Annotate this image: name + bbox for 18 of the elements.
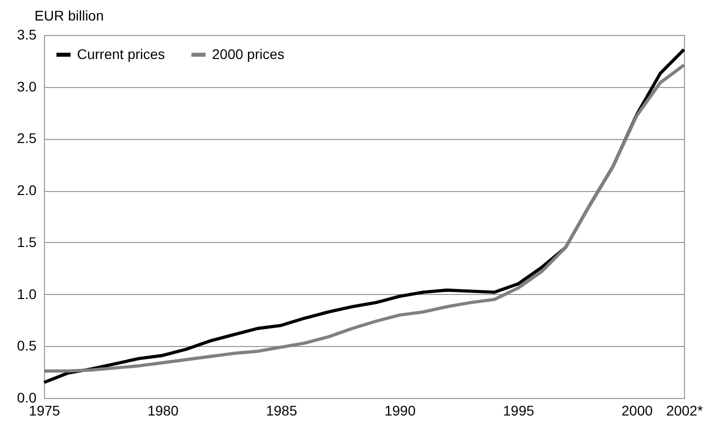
y-tick-label: 3.5 xyxy=(17,26,37,42)
y-tick-label: 1.0 xyxy=(17,286,37,302)
x-tick-label: 1980 xyxy=(147,402,179,418)
y-tick-label: 0.0 xyxy=(17,390,37,406)
x-tick-label: 2000 xyxy=(622,402,653,418)
y-tick-label: 0.5 xyxy=(17,338,37,354)
x-tick-label: 1990 xyxy=(384,402,416,418)
y-tick-label: 3.0 xyxy=(17,78,37,94)
legend-label: Current prices xyxy=(77,46,165,62)
y-tick-label: 2.0 xyxy=(17,182,37,198)
legend-label: 2000 prices xyxy=(212,46,284,62)
x-tick-label: 1975 xyxy=(28,402,60,418)
x-tick-label: 2002* xyxy=(666,402,704,418)
y-tick-label: 2.5 xyxy=(17,130,37,146)
x-tick-label: 1995 xyxy=(502,402,534,418)
y-axis-title: EUR billion xyxy=(34,8,104,24)
x-tick-label: 1985 xyxy=(266,402,298,418)
y-tick-label: 1.5 xyxy=(17,234,37,250)
